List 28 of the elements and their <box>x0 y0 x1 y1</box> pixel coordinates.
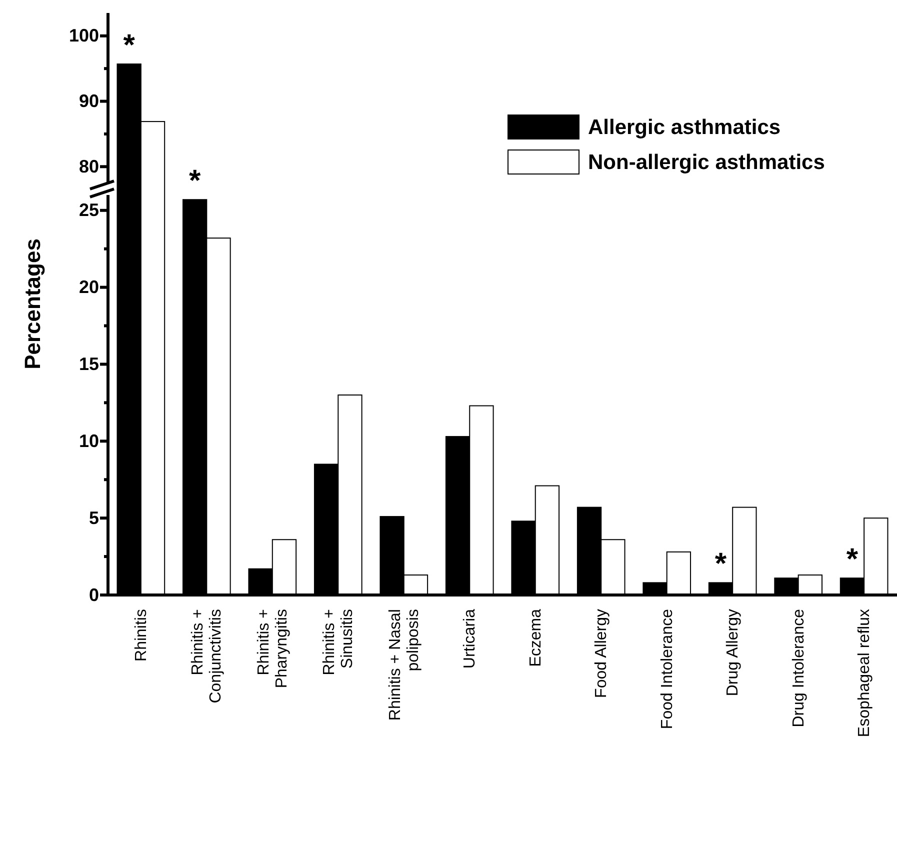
y-tick-label: 25 <box>78 200 99 220</box>
y-tick-label: 20 <box>78 277 99 298</box>
y-tick-label: 15 <box>78 354 99 374</box>
annotation: * <box>188 164 201 198</box>
legend-label: Allergic asthmatics <box>588 116 781 139</box>
annotation: * <box>846 543 858 576</box>
x-tick-label: Rhinitis + Conjunctivitis <box>190 609 225 704</box>
x-tick-label: Drug Intolerance <box>790 608 808 728</box>
y-tick-label: 0 <box>88 584 99 605</box>
x-tick-label: Urticaria <box>462 608 479 669</box>
x-tick-label: Drug Allergy <box>724 609 742 696</box>
x-tick-label: Food Allergy <box>593 609 610 698</box>
y-tick-label: 5 <box>88 508 99 528</box>
y-tick-label: 90 <box>78 91 99 112</box>
annotation: * <box>123 29 136 62</box>
x-tick-label: Esophageal reflux <box>856 609 874 738</box>
y-tick-label: 10 <box>78 430 99 451</box>
x-tick-label: Rhinitis + Sinusitis <box>321 609 356 676</box>
x-tick-label: Rhinitis + Nasal poliposis <box>386 609 422 721</box>
x-tick-label: Rhinitis + Pharyngitis <box>255 609 290 688</box>
x-tick-label: Rhinitis <box>132 609 150 662</box>
y-tick-label: 100 <box>68 26 99 46</box>
y-axis-title: Percentages <box>20 238 45 370</box>
x-tick-label: Eczema <box>527 608 544 667</box>
y-tick-label: 80 <box>78 156 99 176</box>
x-tick-label: Food Intolerance <box>658 608 676 730</box>
annotation: * <box>714 548 727 581</box>
legend-label: Non-allergic asthmatics <box>588 151 825 174</box>
